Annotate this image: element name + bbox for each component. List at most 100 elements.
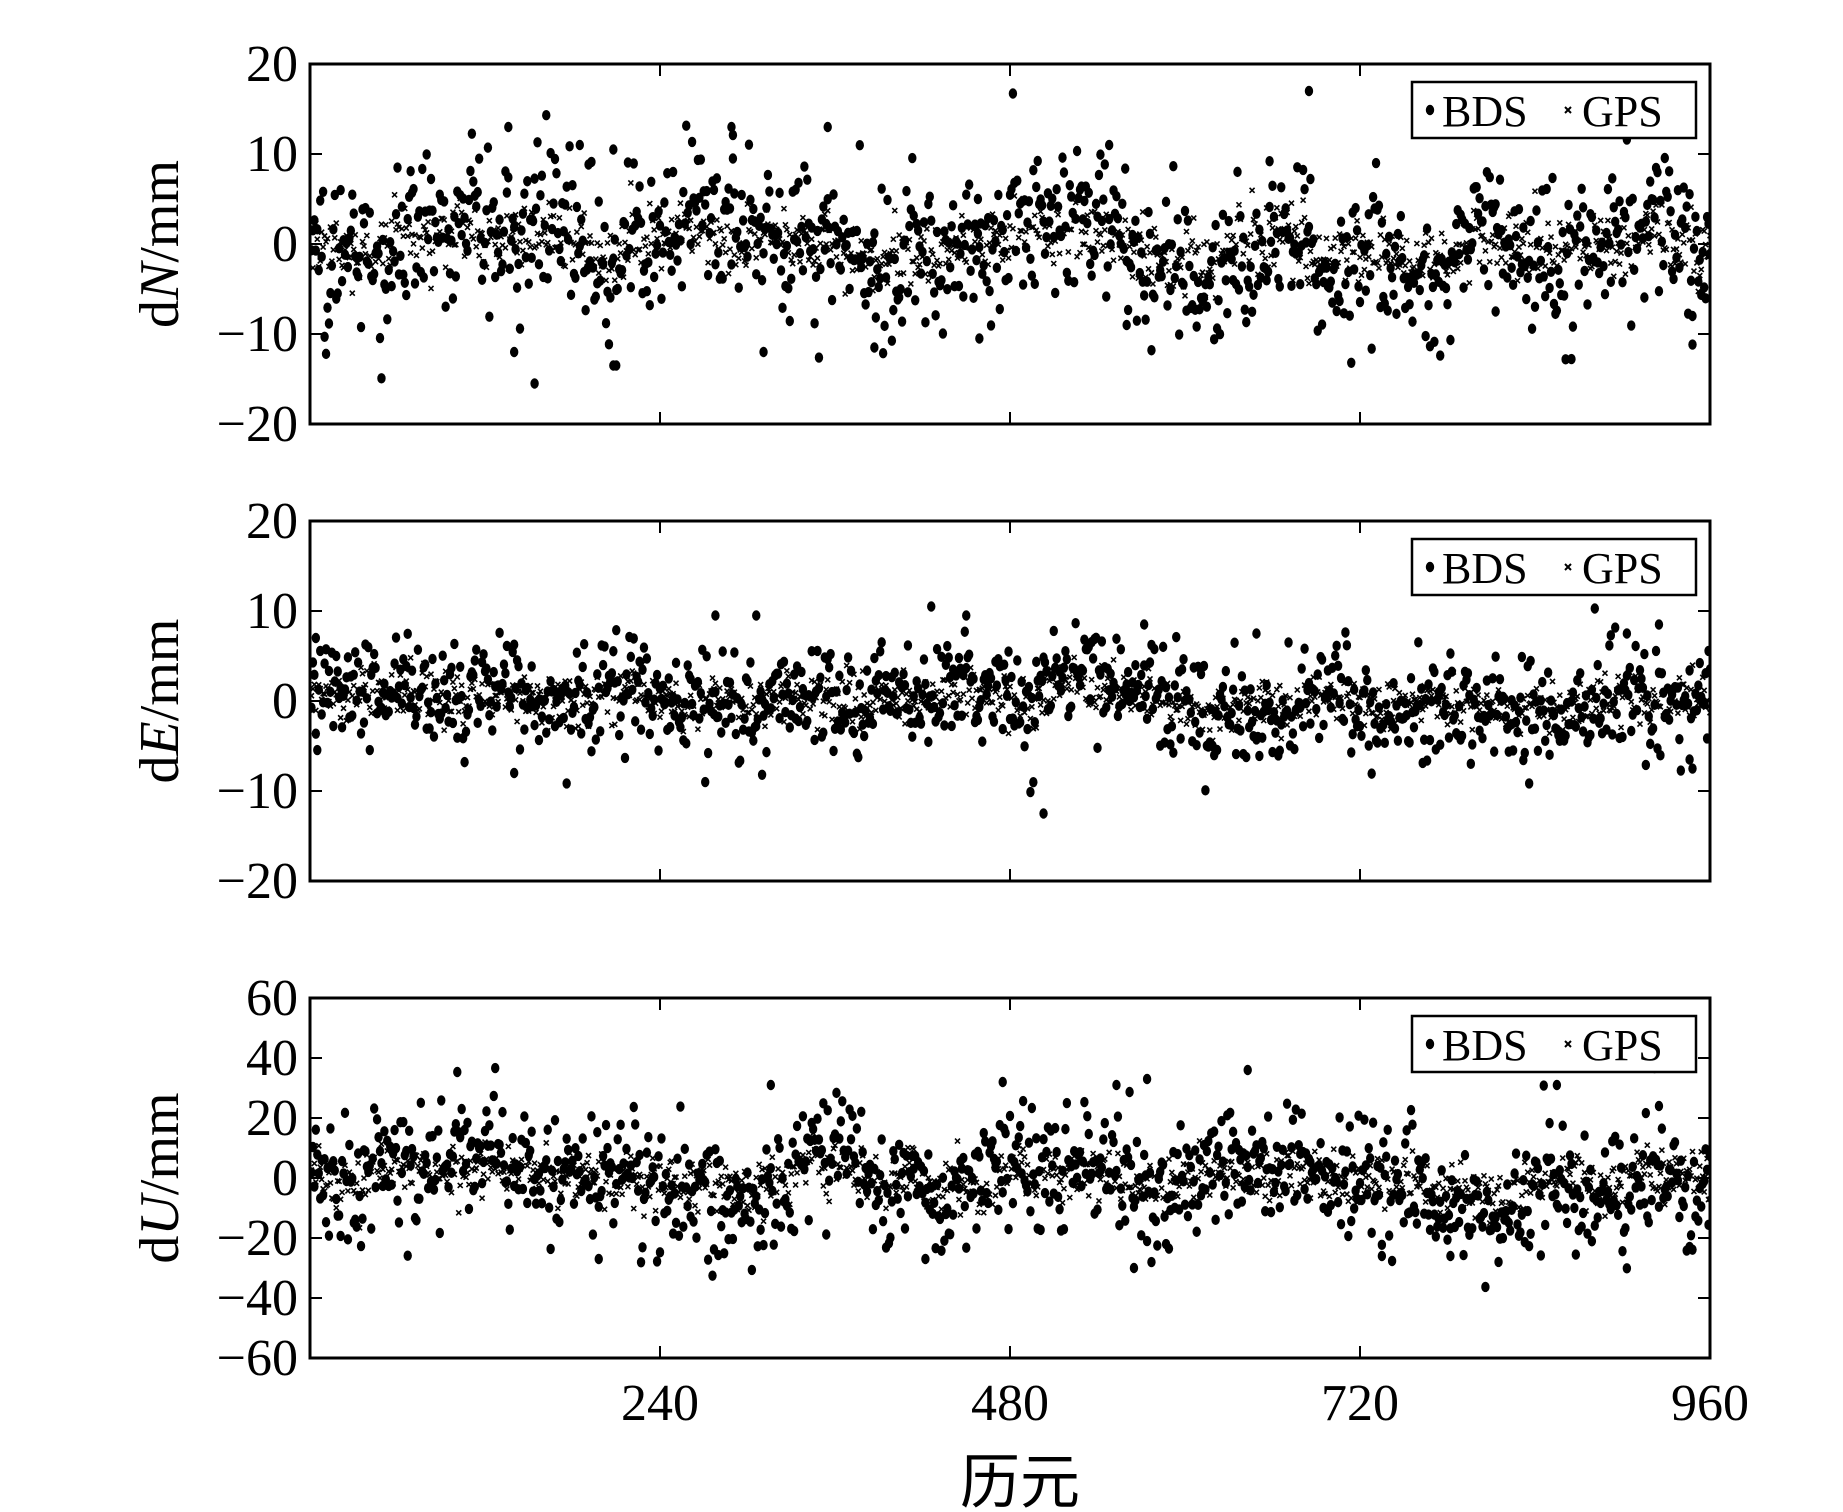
bds-point [861,299,870,310]
gps-point [987,224,995,232]
bds-point [591,291,601,302]
gps-point [935,1193,942,1200]
gps-point [1626,248,1633,255]
bds-point [921,317,930,328]
bds-point [727,121,736,133]
bds-point [903,1191,913,1202]
gps-point [1203,238,1210,245]
bds-point [1683,698,1693,709]
gps-point [1202,294,1209,301]
gps-point [1005,255,1012,262]
bds-point [846,1134,856,1145]
bds-point [1360,685,1369,696]
gps-point [900,269,907,277]
gps-point [777,242,785,249]
gps-point [407,654,414,661]
gps-point [355,1159,362,1167]
bds-point [1479,264,1489,275]
gps-point [333,219,340,227]
bds-point [680,1143,689,1155]
bds-point [1246,261,1255,273]
bds-point [1290,239,1299,250]
y-axis-label: dN/mm [129,160,191,328]
gps-point [689,248,696,255]
bds-point [861,705,870,717]
gps-point [462,1174,470,1181]
bds-point [756,686,765,697]
bds-point [1524,778,1534,789]
bds-point [353,657,363,668]
gps-point [416,705,423,712]
bds-point [1173,214,1182,225]
gps-point [451,685,458,692]
gps-point [788,1170,795,1178]
gps-point [1018,1159,1025,1166]
bds-point [391,1142,401,1154]
gps-point [1402,692,1409,699]
bds-point [921,678,930,690]
bds-point [975,241,984,253]
gps-point [814,726,821,733]
bds-point [776,265,786,276]
gps-point [620,274,627,281]
gps-point [470,685,477,692]
bds-point [1583,299,1592,310]
bds-point [1437,682,1446,694]
gps-point [1645,241,1652,248]
gps-point [1480,236,1488,244]
gps-point [646,1193,653,1200]
gps-point [871,1177,878,1184]
gps-point [1677,259,1684,266]
bds-point [1016,1120,1025,1132]
gps-point [855,1188,862,1195]
gps-point [1009,225,1016,232]
bds-point [1011,245,1021,257]
bds-point [1526,655,1535,667]
bds-point [1440,709,1449,721]
gps-point [1195,243,1202,250]
bds-point [752,1191,761,1202]
gps-point [1065,248,1072,256]
gps-point [1375,686,1383,693]
bds-point [596,275,605,286]
bds-point [1596,713,1605,724]
bds-point [1148,703,1158,715]
gps-point [929,251,936,258]
bds-point [391,632,401,643]
bds-point [824,1175,834,1186]
bds-point [1059,662,1069,673]
bds-point [1446,334,1455,346]
bds-point [1554,264,1563,276]
bds-point [639,642,649,653]
gps-point [1409,691,1416,698]
bds-point [577,728,586,739]
gps-point [1518,235,1525,242]
bds-point [1135,267,1144,279]
bds-point [804,1215,813,1226]
bds-point [1552,305,1562,316]
bds-point [1328,297,1337,308]
bds-point [808,1123,818,1135]
gps-point [1011,691,1018,699]
gps-point [1052,238,1059,245]
bds-point [633,676,643,688]
bds-point [1265,201,1274,213]
bds-point [1398,252,1407,264]
bds-point [596,726,605,737]
bds-point [1685,754,1694,765]
scatter-points [310,1062,1710,1293]
gps-point [1459,700,1466,707]
bds-point [1029,776,1038,788]
bds-point [919,217,929,228]
gps-point [810,261,817,269]
bds-point [1491,306,1500,317]
bds-point [348,710,357,721]
gps-point [1663,246,1670,253]
gps-point [842,704,849,712]
gps-point [350,682,357,689]
gps-point [651,226,658,233]
bds-point [1314,732,1324,744]
y-axis-label: dE/mm [129,619,191,784]
bds-point [1608,173,1617,184]
bds-point [1300,184,1309,195]
